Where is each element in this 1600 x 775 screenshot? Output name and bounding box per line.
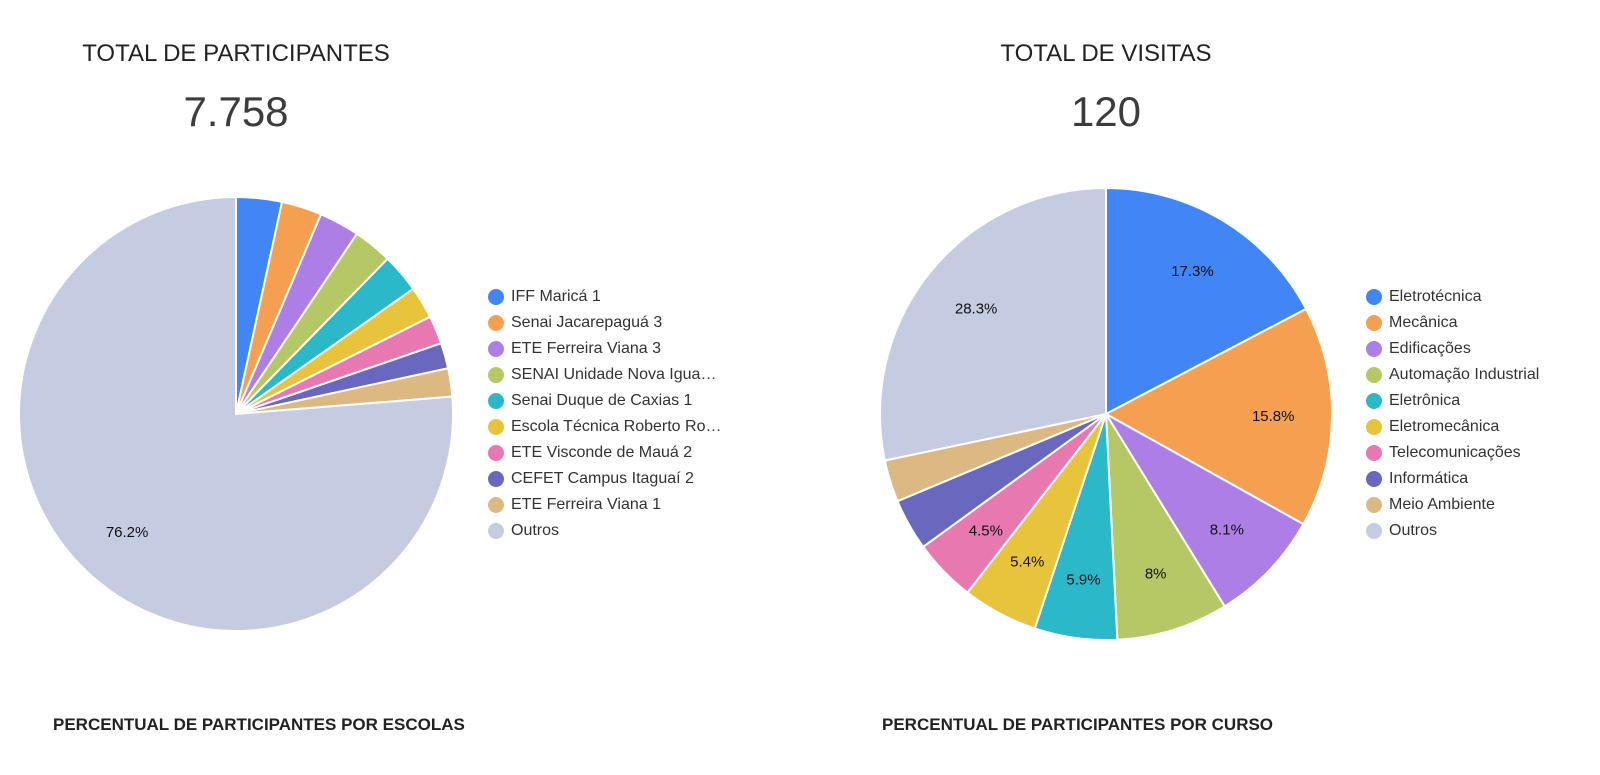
legend-label: Automação Industrial — [1389, 366, 1540, 383]
total-participants-value: 7.758 — [183, 88, 289, 135]
legend-swatch — [1366, 393, 1382, 409]
legend-item[interactable]: Telecomunicações — [1366, 440, 1539, 466]
legend-item[interactable]: CEFET Campus Itaguaí 2 — [488, 466, 721, 492]
legend-swatch — [1366, 523, 1382, 539]
left-title: TOTAL DE PARTICIPANTES — [82, 40, 390, 67]
legend-swatch — [1366, 289, 1382, 305]
legend-item[interactable]: SENAI Unidade Nova Igua… — [488, 362, 721, 388]
legend-swatch — [1366, 471, 1382, 487]
legend-swatch — [488, 419, 504, 435]
legend-item[interactable]: ETE Visconde de Mauá 2 — [488, 440, 721, 466]
legend-swatch — [1366, 497, 1382, 513]
legend-label: IFF Maricá 1 — [511, 288, 601, 305]
legend-item[interactable]: Senai Jacarepaguá 3 — [488, 310, 721, 336]
legend-courses: Eletrotécnica Mecânica Edificações Automaçã… — [1366, 284, 1539, 544]
legend-schools: IFF Maricá 1 Senai Jacarepaguá 3 ETE Ferre… — [488, 284, 721, 544]
legend-swatch — [488, 393, 504, 409]
legend-item[interactable]: Outros — [488, 518, 721, 544]
slice-label: 8.1% — [1210, 522, 1244, 539]
legend-item[interactable]: Eletrônica — [1366, 388, 1539, 414]
legend-label: Meio Ambiente — [1389, 496, 1495, 513]
legend-label: Eletromecânica — [1389, 418, 1500, 435]
pie-slice-0-9[interactable] — [18, 195, 454, 632]
legend-swatch — [488, 471, 504, 487]
legend-label: Edificações — [1389, 340, 1471, 357]
legend-swatch — [1366, 445, 1382, 461]
legend-label: Senai Jacarepaguá 3 — [511, 314, 663, 331]
legend-item[interactable]: Informática — [1366, 466, 1539, 492]
legend-label: Mecânica — [1389, 314, 1458, 331]
legend-item[interactable]: ETE Ferreira Viana 3 — [488, 336, 721, 362]
legend-label: Escola Técnica Roberto Ro… — [511, 418, 722, 435]
slice-label: 5.9% — [1066, 572, 1100, 589]
legend-swatch — [488, 341, 504, 357]
slice-label: 5.4% — [1010, 554, 1044, 571]
legend-label: ETE Visconde de Mauá 2 — [511, 444, 693, 461]
legend-label: ETE Ferreira Viana 1 — [511, 496, 661, 513]
legend-swatch — [488, 289, 504, 305]
legend-swatch — [1366, 419, 1382, 435]
legend-item[interactable]: Escola Técnica Roberto Ro… — [488, 414, 721, 440]
legend-swatch — [1366, 315, 1382, 331]
legend-label: Outros — [1389, 522, 1438, 539]
legend-label: Informática — [1389, 470, 1469, 487]
right-title: TOTAL DE VISITAS — [1000, 40, 1212, 67]
slice-label: 17.3% — [1171, 263, 1214, 280]
legend-item[interactable]: Outros — [1366, 518, 1539, 544]
legend-swatch — [488, 315, 504, 331]
legend-item[interactable]: Senai Duque de Caxias 1 — [488, 388, 721, 414]
total-visits-value: 120 — [1070, 88, 1142, 135]
slice-label: 76.2% — [106, 524, 149, 541]
pie-slice-1-9[interactable] — [879, 186, 1107, 462]
pie-slice-1-0[interactable] — [1105, 186, 1308, 416]
legend-label: SENAI Unidade Nova Igua… — [511, 366, 717, 383]
legend-swatch — [488, 367, 504, 383]
legend-swatch — [488, 497, 504, 513]
legend-label: Senai Duque de Caxias 1 — [511, 392, 693, 409]
legend-label: Telecomunicações — [1389, 444, 1521, 461]
legend-item[interactable]: Meio Ambiente — [1366, 492, 1539, 518]
pie-slice-1-1[interactable] — [1103, 307, 1333, 526]
right-footer: PERCENTUAL DE PARTICIPANTES POR CURSO — [882, 715, 1274, 734]
legend-label: ETE Ferreira Viana 3 — [511, 340, 661, 357]
legend-swatch — [1366, 367, 1382, 383]
legend-label: Eletrônica — [1389, 392, 1461, 409]
legend-item[interactable]: IFF Maricá 1 — [488, 284, 721, 310]
legend-label: CEFET Campus Itaguaí 2 — [511, 470, 694, 487]
slice-label: 8% — [1145, 566, 1167, 583]
legend-swatch — [1366, 341, 1382, 357]
legend-item[interactable]: ETE Ferreira Viana 1 — [488, 492, 721, 518]
legend-label: Eletrotécnica — [1389, 288, 1482, 305]
legend-label: Outros — [511, 522, 560, 539]
legend-item[interactable]: Eletromecânica — [1366, 414, 1539, 440]
left-footer: PERCENTUAL DE PARTICIPANTES POR ESCOLAS — [53, 715, 465, 734]
pie-slice-1-3[interactable] — [1105, 413, 1227, 641]
slice-label: 28.3% — [955, 301, 998, 318]
legend-item[interactable]: Mecânica — [1366, 310, 1539, 336]
slice-label: 4.5% — [969, 522, 1003, 539]
pie-slice-1-2[interactable] — [1103, 411, 1305, 608]
legend-item[interactable]: Automação Industrial — [1366, 362, 1539, 388]
slice-label: 15.8% — [1252, 408, 1295, 425]
legend-swatch — [488, 523, 504, 539]
legend-swatch — [488, 445, 504, 461]
legend-item[interactable]: Edificações — [1366, 336, 1539, 362]
legend-item[interactable]: Eletrotécnica — [1366, 284, 1539, 310]
